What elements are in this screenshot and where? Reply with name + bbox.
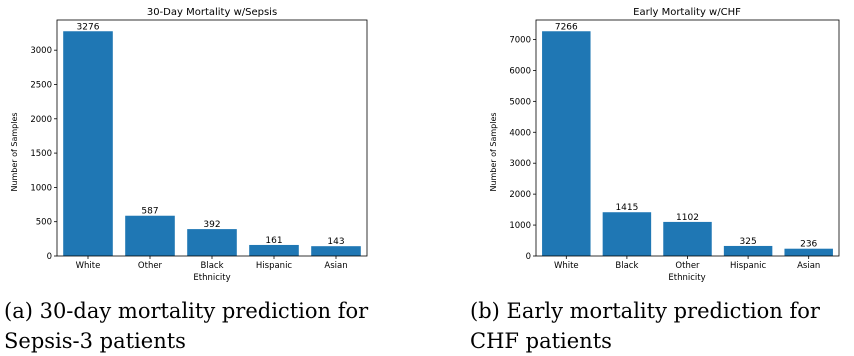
bar-value-label: 392 <box>203 220 220 230</box>
y-tick-label: 2500 <box>30 80 52 90</box>
y-tick-label: 7000 <box>509 35 531 45</box>
figure-caption-b: (b) Early mortality prediction for CHF p… <box>470 296 854 356</box>
y-tick-label: 4000 <box>509 128 531 138</box>
y-tick-label: 0 <box>526 252 531 262</box>
y-tick-label: 1500 <box>30 149 52 159</box>
plot-area: 3276 White 587 Other 392 Black 161 Hispanic 143 A… <box>30 19 368 271</box>
bar-value-label: 1102 <box>676 213 699 223</box>
plot-area: 7266 White 1415 Black 1102 Other 325 Hispanic 23… <box>509 19 840 271</box>
bar <box>602 212 652 256</box>
y-tick-label: 1000 <box>509 221 531 231</box>
y-axis-label: Number of Samples <box>489 112 498 191</box>
bar-value-label: 7266 <box>555 22 578 32</box>
bar <box>723 245 773 256</box>
y-tick-label: 500 <box>36 218 52 228</box>
y-tick-label: 2000 <box>30 115 52 125</box>
plot-frame <box>535 19 840 257</box>
bar <box>542 31 591 257</box>
y-tick-label: 1000 <box>30 183 52 193</box>
bar <box>663 221 712 256</box>
chart-title: 30-Day Mortality w/Sepsis <box>147 7 277 18</box>
caption-line: (b) Early mortality prediction for <box>470 299 820 323</box>
bar <box>187 229 237 256</box>
x-tick-label: Hispanic <box>730 261 767 271</box>
bar <box>311 246 361 256</box>
x-tick-label: Other <box>138 261 163 271</box>
caption-line: Sepsis-3 patients <box>4 329 186 353</box>
bar <box>63 31 113 257</box>
bar-value-label: 587 <box>141 207 158 217</box>
x-tick-label: White <box>554 261 579 271</box>
bar <box>125 215 175 256</box>
bar-value-label: 325 <box>740 237 757 247</box>
x-tick-label: Hispanic <box>256 261 293 271</box>
bar <box>249 244 299 256</box>
y-tick-label: 5000 <box>509 97 531 107</box>
x-tick-label: Black <box>615 261 638 271</box>
x-axis-label: Ethnicity <box>193 273 230 283</box>
x-tick-label: Black <box>201 261 224 271</box>
plot-frame <box>56 19 368 257</box>
y-tick-label: 0 <box>47 252 52 262</box>
y-tick-label: 3000 <box>509 159 531 169</box>
y-tick-label: 6000 <box>509 66 531 76</box>
caption-line: (a) 30-day mortality prediction for <box>4 299 369 323</box>
y-axis-label: Number of Samples <box>10 112 19 191</box>
x-axis-label: Ethnicity <box>668 273 705 283</box>
bar-value-label: 1415 <box>615 203 638 213</box>
figure-caption-a: (a) 30-day mortality prediction for Seps… <box>4 296 394 356</box>
caption-line: CHF patients <box>470 329 612 353</box>
y-tick-label: 3000 <box>30 46 52 56</box>
bar-value-label: 143 <box>327 237 344 247</box>
bar <box>784 248 833 256</box>
x-tick-label: Asian <box>324 261 347 271</box>
x-tick-label: Other <box>675 261 700 271</box>
bar-value-label: 236 <box>800 240 817 250</box>
x-tick-label: White <box>76 261 101 271</box>
x-tick-label: Asian <box>797 261 820 271</box>
chart-title: Early Mortality w/CHF <box>633 7 741 18</box>
bar-value-label: 3276 <box>77 22 100 32</box>
y-tick-label: 2000 <box>509 190 531 200</box>
bar-value-label: 161 <box>265 236 282 246</box>
